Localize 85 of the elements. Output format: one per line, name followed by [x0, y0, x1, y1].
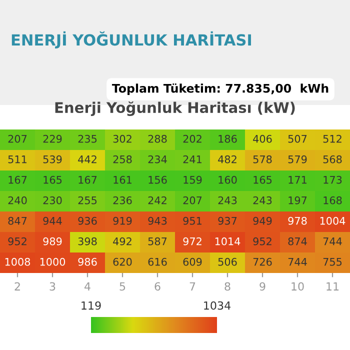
data-label: 952: [8, 237, 26, 246]
data-label: 507: [288, 134, 307, 143]
text: ENERJİ YOĞUNLUK HARİTASI: [12, 31, 251, 49]
data-label: 511: [8, 156, 26, 164]
data-label: 229: [43, 134, 62, 143]
data-label: 937: [218, 216, 237, 225]
data-label: 207: [183, 196, 202, 204]
data-label: 173: [324, 176, 342, 184]
data-label: 165: [44, 176, 62, 184]
data-label: 398: [78, 237, 97, 246]
data-label: 972: [183, 237, 202, 246]
data-label: 874: [288, 237, 307, 246]
data-label: 159: [184, 176, 202, 184]
data-label: 609: [183, 258, 202, 266]
data-label: 1000: [40, 258, 66, 266]
data-label: 986: [78, 258, 97, 266]
data-label: 161: [114, 176, 132, 184]
data-label: 482: [218, 155, 236, 164]
data-label: 202: [183, 134, 202, 143]
data-label: 949: [253, 216, 272, 225]
x-tick-label: 5: [120, 282, 126, 291]
data-label: 620: [113, 258, 132, 266]
x-tick-label: 2: [14, 282, 20, 290]
data-label: 168: [324, 196, 342, 204]
data-label: 847: [8, 216, 27, 225]
data-label: 258: [113, 155, 132, 164]
x-tick-label: 6: [154, 282, 160, 291]
data-label: 951: [183, 216, 202, 225]
data-label: 442: [78, 155, 96, 164]
data-label: 171: [288, 176, 306, 184]
data-label: 989: [43, 237, 62, 246]
x-tick-label: 11: [326, 282, 339, 290]
data-label: 492: [113, 237, 132, 246]
data-label: 242: [148, 196, 166, 204]
x-tick-label: 4: [84, 282, 90, 290]
data-label: 255: [78, 196, 97, 204]
data-label: 978: [288, 216, 307, 225]
data-label: 234: [148, 155, 167, 164]
x-tick-label: 8: [224, 282, 230, 291]
data-label: 156: [148, 176, 167, 184]
data-label: 587: [148, 237, 167, 246]
data-label: 755: [323, 258, 342, 266]
data-label: 568: [323, 155, 342, 164]
data-label: 726: [253, 258, 272, 266]
data-label: 1008: [5, 258, 30, 266]
data-label: 1014: [215, 237, 240, 246]
x-tick-label: 9: [260, 282, 266, 291]
data-label: 243: [218, 196, 237, 204]
data-label: 186: [218, 134, 237, 143]
x-tick-label: 10: [292, 282, 304, 291]
data-label: 579: [288, 155, 307, 164]
data-label: 944: [43, 216, 62, 225]
data-label: 236: [113, 196, 132, 204]
data-label: 230: [43, 196, 62, 204]
data-label: 578: [253, 155, 272, 164]
data-label: 1004: [320, 216, 346, 225]
data-label: 167: [8, 176, 27, 184]
data-label: 512: [323, 134, 342, 143]
data-label: 160: [218, 176, 237, 184]
x-tick-label: 3: [50, 282, 56, 291]
data-label: 616: [148, 258, 167, 266]
x-tick-label: 7: [190, 282, 196, 290]
data-label: 952: [253, 237, 272, 246]
data-label: 943: [148, 216, 167, 225]
data-label: 197: [288, 196, 307, 204]
data-label: 302: [113, 134, 132, 143]
data-label: 506: [218, 258, 237, 266]
data-label: 167: [78, 176, 97, 184]
data-label: 165: [254, 176, 272, 184]
data-label: 919: [113, 216, 132, 225]
data-label: 744: [288, 258, 307, 266]
data-label: 240: [8, 196, 27, 204]
data-label: 235: [78, 134, 97, 143]
data-label: 744: [323, 238, 342, 246]
data-label: 406: [253, 134, 272, 143]
data-label: 243: [253, 196, 272, 204]
color-bar-label: 119: [82, 301, 101, 310]
color-bar-label: 1034: [204, 301, 231, 310]
chart-title: Enerji Yoğunluk Haritası (kW): [55, 101, 295, 116]
text: Toplam Tüketim: 77.835,00 kWh: [112, 83, 328, 96]
data-label: 288: [148, 134, 167, 143]
data-label: 936: [78, 216, 97, 225]
data-label: 241: [183, 155, 202, 164]
data-label: 207: [8, 134, 27, 143]
data-label: 539: [43, 155, 62, 164]
